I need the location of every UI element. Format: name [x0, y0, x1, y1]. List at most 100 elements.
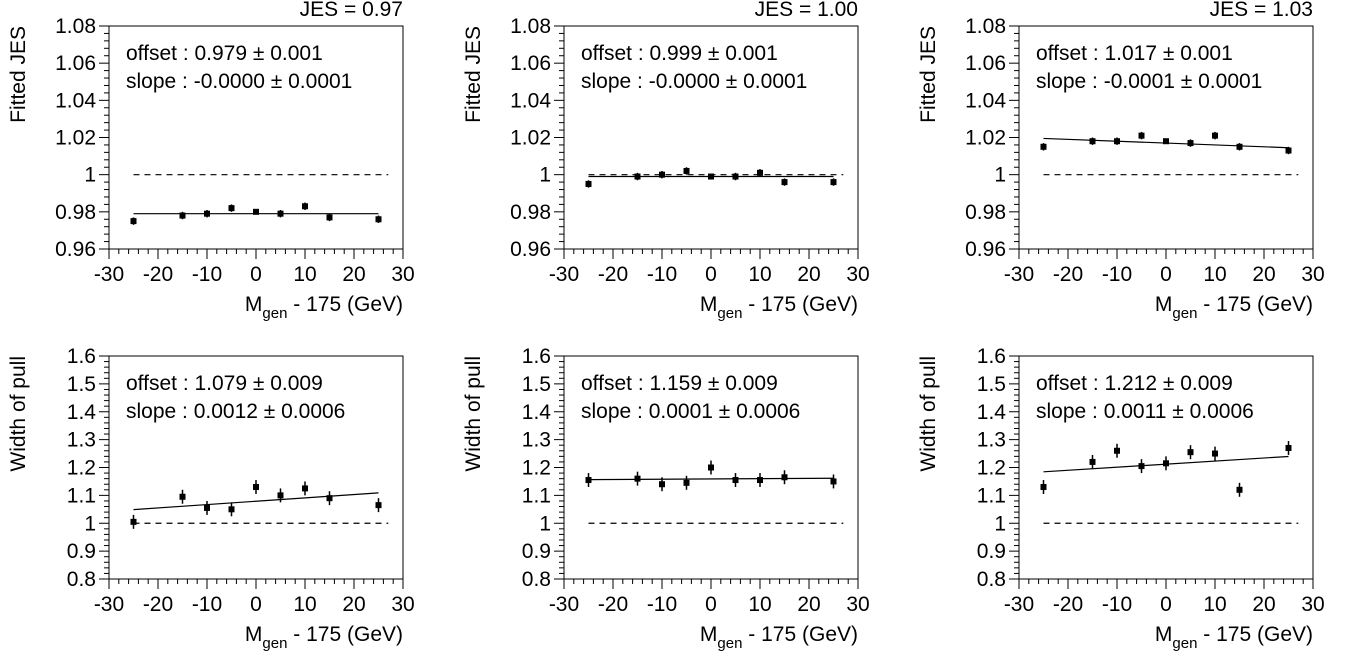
data-marker	[1163, 460, 1169, 467]
data-point	[326, 491, 333, 506]
x-axis-label: Mgen - 175 (GeV)	[700, 293, 858, 322]
data-marker	[375, 216, 382, 223]
fit-annotation: offset : 1.079 ± 0.009	[126, 372, 323, 395]
y-tick-label: 1	[84, 512, 96, 535]
data-point	[1212, 446, 1218, 461]
x-tick-label: -10	[192, 263, 222, 286]
x-axis-label-main: M	[700, 293, 718, 316]
fit-annotation: slope : 0.0012 ± 0.0006	[126, 400, 345, 423]
fit-annotation: slope : 0.0001 ± 0.0006	[581, 400, 800, 423]
data-marker	[302, 203, 308, 210]
data-marker	[585, 477, 592, 484]
x-axis-label: Mgen - 175 (GeV)	[700, 623, 858, 652]
y-tick-label: 1.06	[510, 52, 551, 75]
data-marker	[732, 477, 739, 484]
x-tick-label: -30	[94, 593, 124, 616]
data-marker	[1040, 143, 1047, 150]
data-point	[1089, 137, 1096, 145]
data-point	[1236, 482, 1243, 497]
data-marker	[1187, 140, 1194, 147]
x-tick-label: 30	[391, 593, 414, 616]
x-tick-label: 0	[1160, 263, 1172, 286]
y-tick-label: 1.6	[67, 345, 96, 368]
data-point	[683, 167, 690, 175]
data-point	[757, 169, 763, 177]
data-marker	[228, 506, 235, 513]
y-tick-label: 1.04	[510, 89, 551, 112]
y-tick-label: 1.06	[965, 52, 1006, 75]
y-tick-label: 1	[994, 512, 1006, 535]
y-tick-label: 1	[539, 164, 551, 187]
data-point	[732, 473, 739, 488]
fit-annotation: offset : 1.017 ± 0.001	[1036, 42, 1233, 65]
y-tick-label: 1.08	[510, 15, 551, 38]
y-tick-label: 1.3	[977, 429, 1006, 452]
data-point	[228, 502, 235, 517]
x-tick-label: -30	[549, 263, 579, 286]
data-point	[781, 470, 788, 485]
y-axis-label: Width of pull	[917, 356, 940, 472]
fit-line	[588, 477, 834, 481]
data-marker	[634, 475, 641, 482]
data-marker	[375, 502, 382, 509]
x-axis-label-main: M	[1155, 623, 1173, 646]
data-point	[1187, 445, 1194, 460]
x-tick-label: 10	[293, 593, 316, 616]
data-point	[1114, 443, 1120, 458]
x-tick-label: -20	[598, 593, 628, 616]
y-tick-label: 1.04	[965, 89, 1006, 112]
x-axis-label-suffix: - 175 (GeV)	[742, 623, 858, 646]
y-tick-label: 0.96	[510, 238, 551, 261]
data-point	[683, 475, 690, 490]
x-axis-label-subscript: gen	[1172, 635, 1197, 652]
data-point	[179, 211, 186, 220]
y-axis-label: Width of pull	[7, 356, 30, 472]
data-point	[204, 209, 210, 218]
fit-annotation: offset : 1.159 ± 0.009	[581, 372, 778, 395]
data-marker	[683, 167, 690, 174]
x-tick-label: 30	[391, 263, 414, 286]
panel-title: JES = 0.97	[300, 0, 403, 21]
chart-panel-2: -30 -20 -10 0 10 20 30 0.96 0.98 1 1.02 1.04 1.06 1.0…	[462, 0, 870, 322]
x-tick-label: -30	[94, 263, 124, 286]
data-point	[1236, 143, 1243, 151]
x-axis-label-main: M	[700, 623, 718, 646]
x-axis-label-subscript: gen	[717, 305, 742, 322]
x-tick-label: 10	[1203, 263, 1226, 286]
data-marker	[1187, 449, 1194, 456]
x-tick-label: -20	[143, 263, 173, 286]
data-point	[757, 473, 763, 488]
data-marker	[1089, 458, 1096, 465]
data-point	[277, 488, 284, 503]
panel-title: JES = 1.00	[755, 0, 858, 21]
y-tick-label: 1	[994, 164, 1006, 187]
data-marker	[830, 478, 837, 485]
y-tick-label: 0.8	[67, 568, 96, 591]
data-point	[1040, 143, 1047, 151]
data-point	[277, 209, 284, 218]
data-point	[326, 213, 333, 222]
y-tick-label: 1.3	[522, 429, 551, 452]
data-marker	[683, 479, 690, 486]
fit-annotation: offset : 1.212 ± 0.009	[1036, 372, 1233, 395]
data-point	[1138, 459, 1145, 474]
y-tick-label: 1.08	[965, 15, 1006, 38]
y-tick-label: 1.08	[55, 15, 96, 38]
data-point	[302, 202, 308, 210]
y-axis-label: Width of pull	[462, 356, 485, 472]
x-axis-label-main: M	[245, 623, 263, 646]
x-tick-label: 0	[250, 263, 262, 286]
data-point	[659, 477, 665, 492]
y-tick-label: 0.98	[55, 201, 96, 224]
data-marker	[1138, 463, 1145, 470]
y-tick-label: 1.2	[977, 457, 1006, 480]
data-point	[179, 489, 186, 504]
data-marker	[1236, 143, 1243, 150]
x-tick-label: 10	[293, 263, 316, 286]
data-point	[1114, 137, 1120, 145]
y-tick-label: 1.4	[522, 401, 552, 424]
data-point	[708, 173, 714, 180]
data-marker	[326, 214, 333, 221]
y-tick-label: 1.5	[67, 373, 96, 396]
